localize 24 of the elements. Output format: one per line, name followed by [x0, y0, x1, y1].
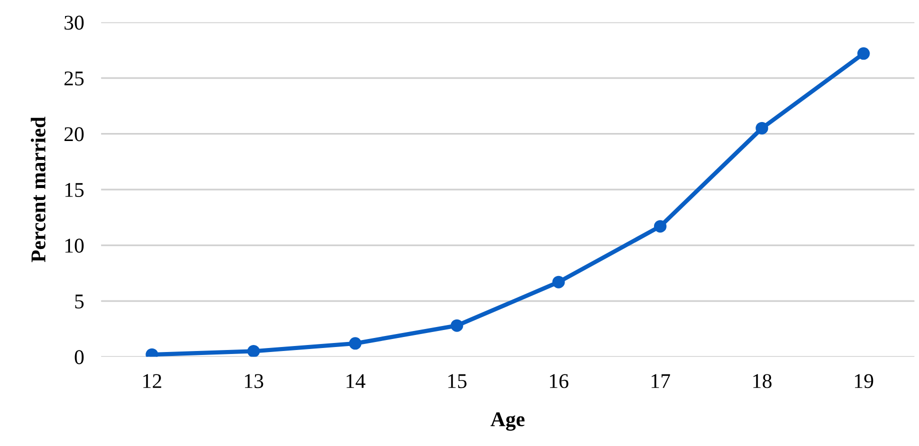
x-tick-label: 15 — [448, 374, 467, 388]
x-tick-label: 13 — [245, 374, 264, 388]
point — [654, 220, 666, 233]
x-tick-label: 14 — [346, 374, 366, 388]
y-axis-title: Percent married — [30, 116, 46, 262]
point — [247, 344, 260, 357]
y-tick-label: 15 — [65, 183, 84, 197]
point — [349, 337, 362, 350]
x-tick-label: 19 — [854, 374, 874, 388]
point — [857, 47, 870, 60]
x-tick-label: 16 — [550, 374, 568, 388]
y-tick-label: 20 — [64, 127, 84, 142]
y-tick-label: 0 — [74, 350, 84, 364]
y-tick-label: 10 — [65, 238, 84, 253]
y-tick-label: 25 — [64, 71, 84, 86]
x-axis-title: Age — [490, 412, 525, 431]
x-tick-label: 17 — [652, 374, 670, 388]
point — [450, 319, 464, 332]
point — [552, 276, 565, 288]
point — [756, 122, 768, 134]
x-tick-label: 12 — [143, 374, 162, 388]
y-tick-label: 5 — [75, 294, 84, 308]
x-tick-label: 18 — [753, 374, 772, 388]
y-tick-label: 30 — [64, 16, 84, 30]
